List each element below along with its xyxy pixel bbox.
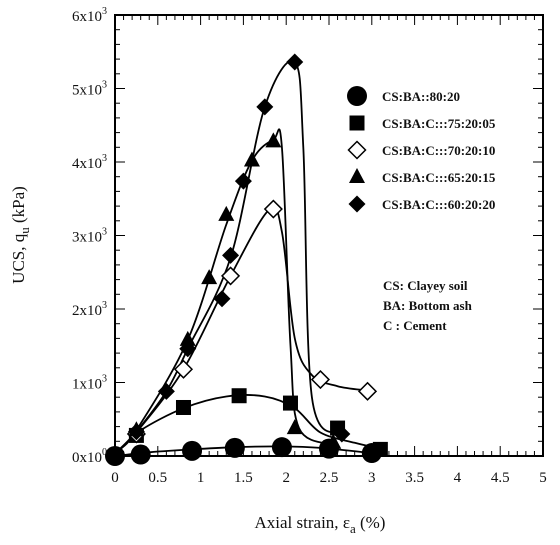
x-tick-label: 3.5 [405,470,424,486]
data-point-series-2 [231,388,247,404]
data-point-series-2 [282,395,298,411]
x-tick-label: 5 [539,470,547,486]
legend-label: CS:BA:C:::65:20:15 [382,170,496,185]
axis-tick-labels: 0 0.5 1 1.5 2 2.5 3 3.5 4 4.5 5 0x100 1x103 2x103 3x10… [72,6,547,486]
legend-label: CS:BA::80:20 [382,89,460,104]
data-point-series-4 [201,269,218,285]
series-curve-4 [118,128,334,451]
y-tick-label: 6x103 [72,6,107,25]
data-point-series-4 [286,419,303,435]
data-point-series-1 [271,437,292,458]
legend-marker [349,115,365,131]
y-tick-label: 3x103 [72,227,107,246]
x-tick-label: 4 [454,470,462,486]
legend-marker [347,140,367,160]
series-markers [105,53,388,466]
data-point-series-2 [175,399,191,415]
plot-area-frame [114,14,544,457]
data-point-series-5 [256,98,274,116]
y-tick-label: 0x100 [72,447,107,466]
data-point-series-3 [220,266,241,286]
data-point-series-1 [182,440,203,461]
x-axis-title: Axial strain, εa (%) [255,513,386,536]
y-tick-label: 4x103 [72,153,107,172]
y-tick-label: 5x103 [72,80,107,99]
legend-label: CS:BA:C:::60:20:20 [382,197,495,212]
series-curves [114,59,381,457]
x-tick-label: 2.5 [320,470,339,486]
y-tick-label: 2x103 [72,300,107,319]
data-point-series-4 [179,330,196,346]
data-point-series-5 [286,53,304,71]
data-point-series-1 [224,437,245,458]
legend: CS:BA::80:20CS:BA:C:::75:20:05CS:BA:C:::… [347,86,496,213]
data-point-series-3 [263,199,283,219]
y-axis-title: UCS, qu (kPa) [9,186,32,284]
data-point-series-5 [127,423,145,441]
legend-label: CS:BA:C:::75:20:05 [382,116,496,131]
x-tick-label: 4.5 [491,470,510,486]
x-tick-label: 0.5 [148,470,167,486]
data-point-series-5 [234,172,252,190]
data-point-series-3 [310,369,331,390]
x-tick-label: 0 [111,470,119,486]
data-point-series-4 [265,132,282,148]
note-bottom-ash: BA: Bottom ash [383,298,473,313]
data-point-series-4 [218,205,235,221]
note-cement: C : Cement [383,318,447,333]
axis-ticks [114,14,544,457]
x-tick-label: 2 [282,470,290,486]
data-point-series-5 [179,340,197,358]
data-point-series-5 [157,382,175,400]
x-tick-label: 1 [197,470,205,486]
data-point-series-3 [173,359,194,379]
data-point-series-2 [372,441,388,457]
data-point-series-5 [222,246,240,264]
data-point-series-4 [243,151,260,167]
data-point-series-5 [213,290,231,308]
note-clayey-soil: CS: Clayey soil [383,278,468,293]
data-point-series-5 [333,425,351,443]
legend-marker [349,168,365,183]
x-tick-label: 3 [368,470,376,486]
series-curve-2 [118,394,381,451]
data-point-series-3 [357,381,378,401]
data-point-series-4 [325,433,342,449]
series-curve-3 [118,206,368,451]
legend-label: CS:BA:C:::70:20:10 [382,143,495,158]
y-tick-label: 1x103 [72,374,107,393]
legend-marker [347,86,367,106]
x-tick-label: 1.5 [234,470,253,486]
legend-marker [348,195,366,213]
